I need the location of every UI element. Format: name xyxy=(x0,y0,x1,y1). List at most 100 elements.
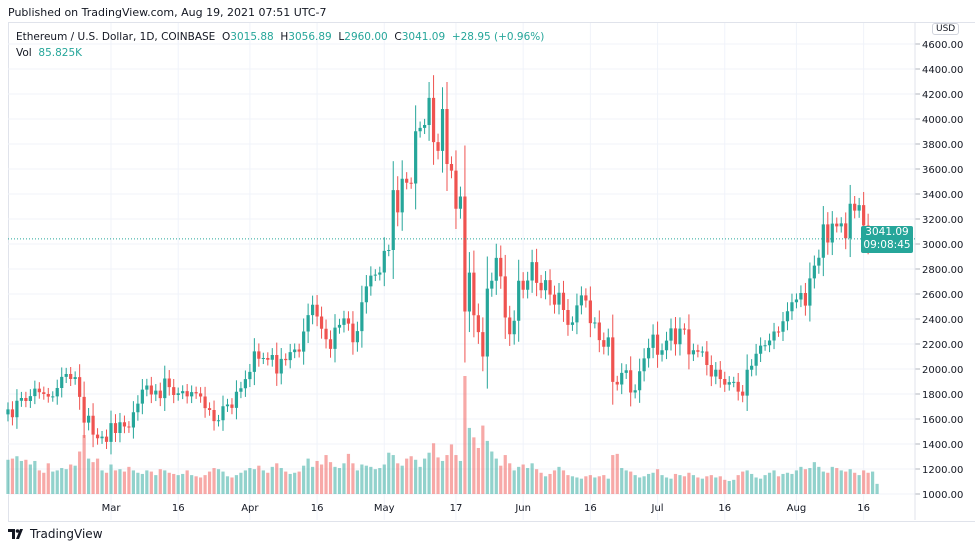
volume-bar xyxy=(691,475,695,494)
volume-bar xyxy=(364,465,368,494)
logo-text: TradingView xyxy=(30,527,103,541)
candle-body xyxy=(400,178,404,213)
volume-bar xyxy=(736,475,740,494)
volume-bar xyxy=(28,464,32,494)
currency-button[interactable]: USD xyxy=(932,23,960,35)
candle-body xyxy=(714,369,718,377)
volume-bar xyxy=(293,472,297,494)
volume-bar xyxy=(10,458,15,494)
volume-bar xyxy=(826,472,830,494)
candle-body xyxy=(42,392,46,394)
candle-body xyxy=(754,353,758,366)
y-tick-label: 4600.00 xyxy=(922,40,963,51)
volume-bar xyxy=(552,470,557,494)
candle-body xyxy=(472,272,476,316)
candle-body xyxy=(136,403,140,413)
volume-bar xyxy=(785,472,790,494)
volume-bar xyxy=(723,479,727,494)
candle-body xyxy=(82,396,86,423)
candle-body xyxy=(826,224,830,243)
candle-body xyxy=(485,288,489,357)
volume-bar xyxy=(136,472,140,494)
candle-body xyxy=(575,305,579,323)
volume-bar xyxy=(655,469,660,494)
y-tick-label: 4400.00 xyxy=(922,65,963,76)
volume-bar xyxy=(718,476,722,494)
candle-body xyxy=(790,302,794,312)
volume-bar xyxy=(19,460,23,494)
x-tick-label: May xyxy=(374,503,395,514)
volume-bar xyxy=(409,456,413,494)
candle-body xyxy=(87,415,91,423)
candle-body xyxy=(297,349,301,352)
candle-body xyxy=(727,382,731,385)
volume-bar xyxy=(871,471,875,494)
volume-bar xyxy=(481,425,485,494)
candle-body xyxy=(839,223,843,227)
volume-label: Vol xyxy=(16,47,32,59)
high-value: 3056.89 xyxy=(288,31,332,43)
candle-body xyxy=(611,337,615,382)
volume-value: 85.825K xyxy=(38,47,83,59)
y-tick-label: 4000.00 xyxy=(922,115,963,126)
candle-body xyxy=(427,97,431,125)
candle-body xyxy=(78,377,82,397)
volume-bar xyxy=(373,469,377,494)
tradingview-logo[interactable]: TradingView xyxy=(8,527,103,541)
candle-body xyxy=(37,388,41,393)
candle-body xyxy=(629,370,633,393)
symbol-title: Ethereum / U.S. Dollar, 1D, COINBASE xyxy=(16,31,216,43)
candle-body xyxy=(382,250,386,273)
candle-body xyxy=(364,286,368,303)
volume-bar xyxy=(499,465,503,494)
candle-body xyxy=(270,355,274,360)
candle-body xyxy=(821,224,825,258)
candle-body xyxy=(140,389,144,404)
volume-bar xyxy=(575,477,579,494)
candle-body xyxy=(705,351,709,365)
volume-bar xyxy=(875,483,879,494)
candle-body xyxy=(257,351,261,359)
volume-bar xyxy=(279,468,283,494)
volume-bar xyxy=(857,475,861,494)
candle-body xyxy=(602,340,606,347)
volume-bar xyxy=(400,465,404,494)
volume-bar xyxy=(472,437,476,494)
candle-body xyxy=(221,406,225,421)
volume-bar xyxy=(355,470,359,494)
candle-body xyxy=(190,392,194,397)
candle-body xyxy=(642,358,646,372)
candle-body xyxy=(584,295,588,301)
candle-body xyxy=(181,391,185,394)
candle-body xyxy=(387,250,391,251)
candle-body xyxy=(682,328,687,330)
candle-body xyxy=(508,317,512,335)
candle-body xyxy=(131,412,135,428)
volume-bar xyxy=(337,468,342,494)
volume-bar xyxy=(476,447,480,494)
volume-bar xyxy=(566,475,570,494)
candle-body xyxy=(239,388,243,392)
volume-bar xyxy=(239,472,243,494)
candle-body xyxy=(149,385,153,395)
volume-bar xyxy=(548,473,552,494)
chart-legend: Ethereum / U.S. Dollar, 1D, COINBASE O30… xyxy=(16,29,544,61)
volume-bar xyxy=(638,477,642,494)
candle-body xyxy=(91,415,95,435)
volume-bar xyxy=(714,477,718,494)
candle-body xyxy=(328,339,333,349)
candle-body xyxy=(172,387,176,395)
candle-body xyxy=(369,275,373,287)
candle-body xyxy=(51,396,55,398)
change-value: +28.95 (+0.96%) xyxy=(451,31,545,43)
volume-bar xyxy=(382,464,386,494)
candle-body xyxy=(266,358,270,360)
candle-body xyxy=(302,331,306,352)
volume-bar xyxy=(449,444,454,494)
volume-bar xyxy=(69,464,73,494)
volume-bar xyxy=(122,471,127,494)
candle-body xyxy=(113,423,118,433)
candle-body xyxy=(857,205,861,211)
candle-body xyxy=(781,321,785,332)
